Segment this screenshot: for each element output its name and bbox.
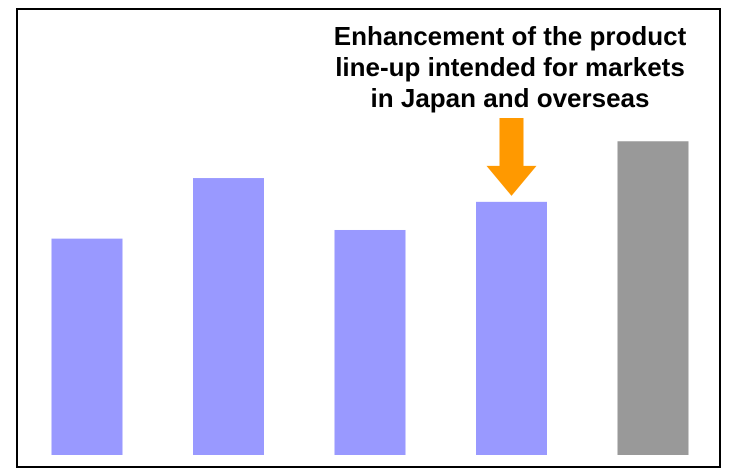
bar-4 [476,201,547,455]
annotation-arrow [486,118,537,196]
bars-layer [51,141,689,455]
bar-2 [193,178,264,455]
annotation-text: Enhancement of the product line-up inten… [333,21,687,113]
bar-5 [617,141,689,455]
bar-chart [51,118,689,455]
bar-3 [334,229,406,455]
bar-1 [51,238,123,455]
down-arrow-icon [486,118,537,196]
